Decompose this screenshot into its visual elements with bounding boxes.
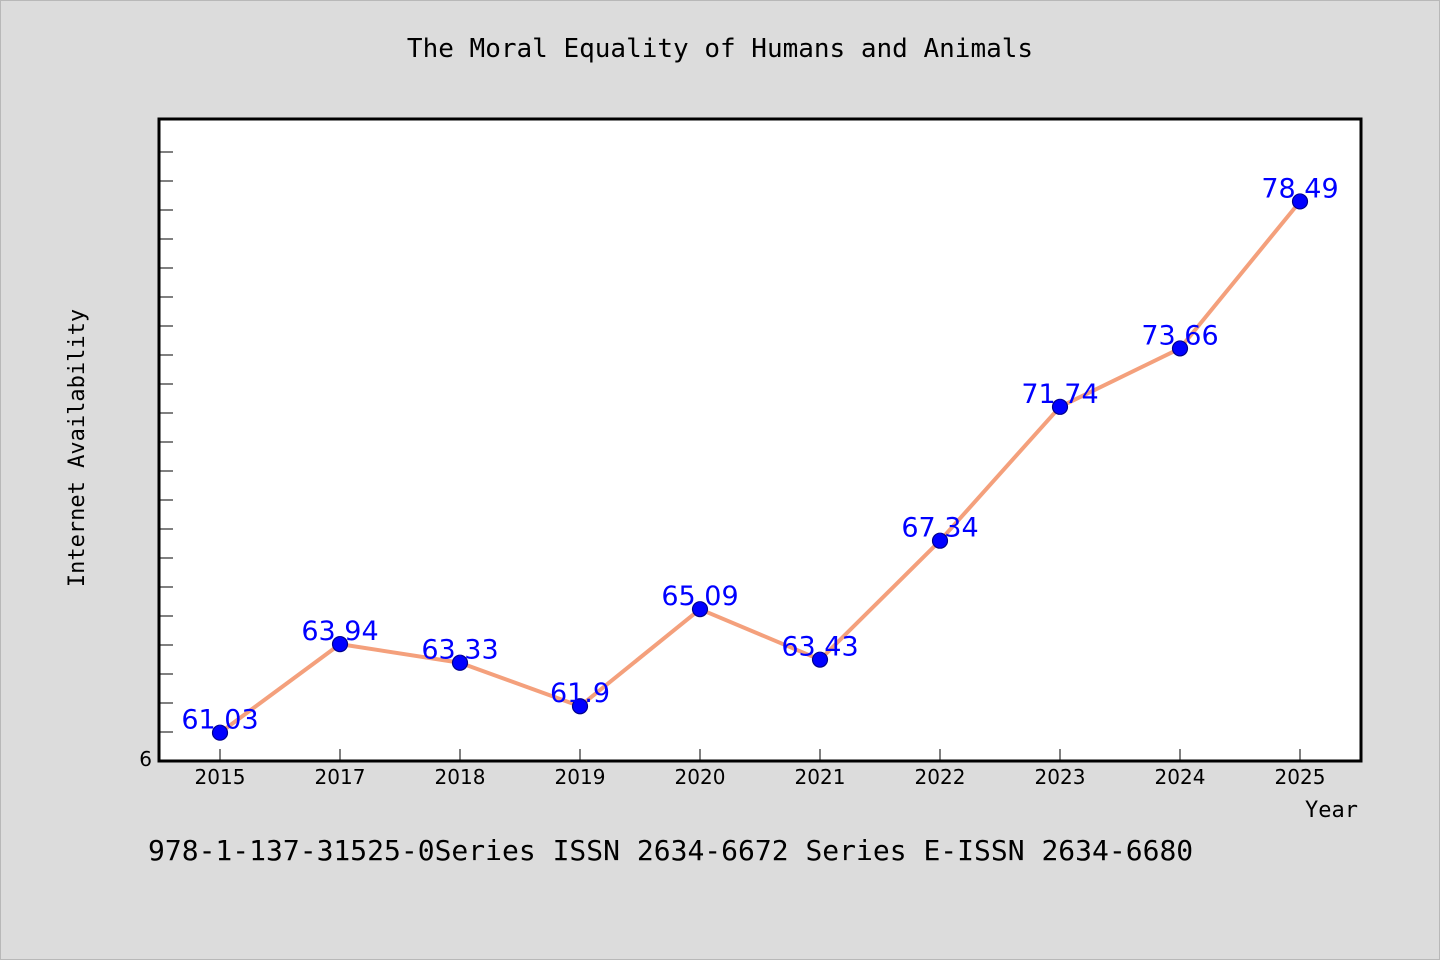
data-point bbox=[691, 601, 709, 618]
data-label: 67.34 bbox=[901, 513, 978, 544]
x-tick-label: 2020 bbox=[675, 765, 726, 789]
data-label: 65.09 bbox=[661, 581, 738, 612]
data-label: 71.74 bbox=[1021, 379, 1098, 410]
x-tick-label: 2018 bbox=[435, 765, 486, 789]
data-label: 61.9 bbox=[550, 678, 610, 709]
data-label: 63.43 bbox=[781, 632, 858, 663]
data-label: 78.49 bbox=[1261, 173, 1338, 204]
x-axis-ticks bbox=[219, 749, 1301, 761]
data-point bbox=[811, 651, 829, 668]
data-point bbox=[331, 636, 349, 653]
footer-note: 978-1-137-31525-0Series ISSN 2634-6672 S… bbox=[148, 834, 1194, 867]
x-tick-label: 2022 bbox=[915, 765, 966, 789]
x-tick-label: 2021 bbox=[795, 765, 846, 789]
chart-title: The Moral Equality of Humans and Animals bbox=[406, 34, 1034, 64]
data-point bbox=[1051, 398, 1069, 415]
y-tick-label: 6 bbox=[139, 747, 152, 771]
data-point bbox=[931, 532, 949, 549]
y-axis-ticks bbox=[159, 151, 173, 733]
data-label: 63.94 bbox=[301, 616, 378, 647]
x-tick-label: 2023 bbox=[1035, 765, 1086, 789]
data-label: 61.03 bbox=[181, 705, 258, 736]
x-tick-labels: 2015 2017 2018 2019 2020 2021 2022 2023 2024 2025 bbox=[195, 765, 1326, 789]
data-label: 63.33 bbox=[421, 635, 498, 666]
data-point bbox=[571, 698, 589, 715]
x-axis-title: Year bbox=[1305, 798, 1358, 823]
y-axis-title: Internet Availability bbox=[65, 309, 90, 587]
x-tick-label: 2024 bbox=[1155, 765, 1206, 789]
data-label: 73.66 bbox=[1141, 320, 1218, 351]
data-point bbox=[451, 654, 469, 671]
series-0: 61.03 63.94 63.33 61.9 65.09 63.43 67.34 71.74 7… bbox=[181, 173, 1339, 741]
series-line bbox=[218, 199, 1302, 735]
x-tick-label: 2025 bbox=[1275, 765, 1326, 789]
data-point bbox=[1171, 340, 1189, 357]
data-point bbox=[1291, 193, 1309, 210]
x-tick-label: 2017 bbox=[315, 765, 366, 789]
x-tick-label: 2015 bbox=[195, 765, 246, 789]
plot-area bbox=[157, 117, 1363, 763]
data-point bbox=[211, 724, 229, 741]
x-tick-label: 2019 bbox=[555, 765, 606, 789]
